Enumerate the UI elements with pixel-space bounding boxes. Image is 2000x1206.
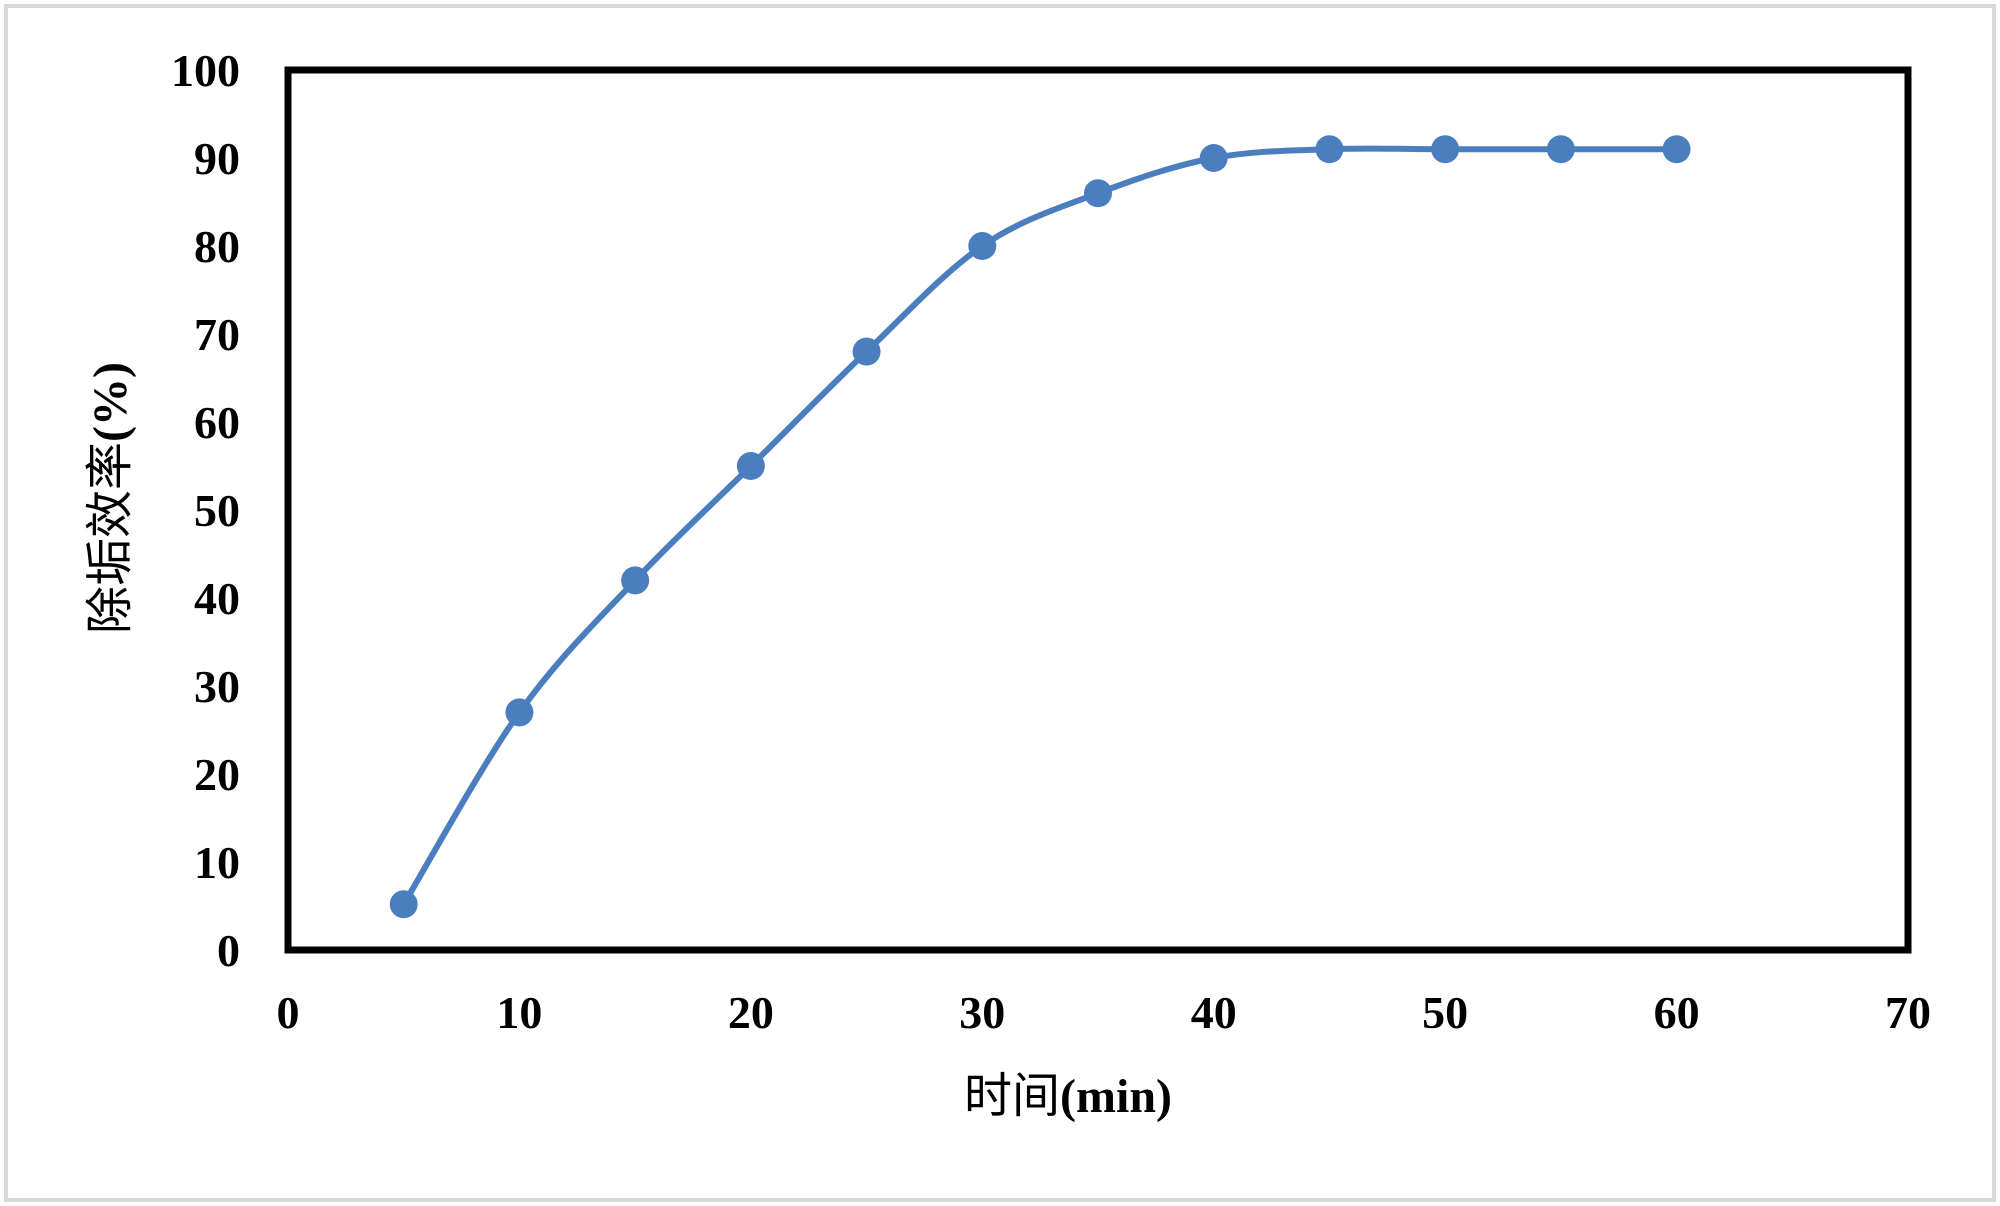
x-tick-label: 40	[1191, 987, 1237, 1038]
data-point	[505, 698, 534, 727]
y-tick-label: 10	[194, 837, 240, 888]
data-point	[852, 337, 881, 366]
y-tick-label: 20	[194, 749, 240, 800]
x-tick-label: 10	[496, 987, 542, 1038]
series-markers	[389, 135, 1691, 919]
data-point	[1662, 135, 1691, 164]
y-tick-label: 0	[217, 925, 240, 976]
data-point	[1546, 135, 1575, 164]
x-tick-label: 20	[728, 987, 774, 1038]
data-point	[1315, 135, 1344, 164]
y-tick-label: 70	[194, 309, 240, 360]
plot-area	[284, 66, 1912, 954]
data-point	[1431, 135, 1460, 164]
x-tick-label: 30	[959, 987, 1005, 1038]
y-axis-label: 除垢效率(%)	[84, 362, 137, 634]
data-point	[968, 232, 997, 260]
x-axis-label: 时间(min)	[964, 1070, 1172, 1123]
y-tick-label: 30	[194, 661, 240, 712]
y-axis-ticks: 0 10 20 30 40 50 60 70 80 90 100	[171, 45, 240, 976]
data-point	[1199, 144, 1228, 172]
data-point	[1084, 179, 1112, 208]
data-point	[621, 566, 650, 595]
y-tick-label: 60	[194, 397, 240, 448]
x-tick-label: 60	[1654, 987, 1700, 1038]
x-tick-label: 70	[1885, 987, 1931, 1038]
y-tick-label: 80	[194, 221, 240, 272]
y-tick-label: 50	[194, 485, 240, 536]
y-tick-label: 90	[194, 133, 240, 184]
x-tick-label: 50	[1422, 987, 1468, 1038]
y-tick-label: 40	[194, 573, 240, 624]
data-point	[736, 452, 765, 480]
x-tick-label: 0	[277, 987, 300, 1038]
data-point	[389, 890, 418, 919]
y-tick-label: 100	[171, 45, 240, 96]
x-axis-ticks: 0 10 20 30 40 50 60 70	[277, 987, 1932, 1038]
